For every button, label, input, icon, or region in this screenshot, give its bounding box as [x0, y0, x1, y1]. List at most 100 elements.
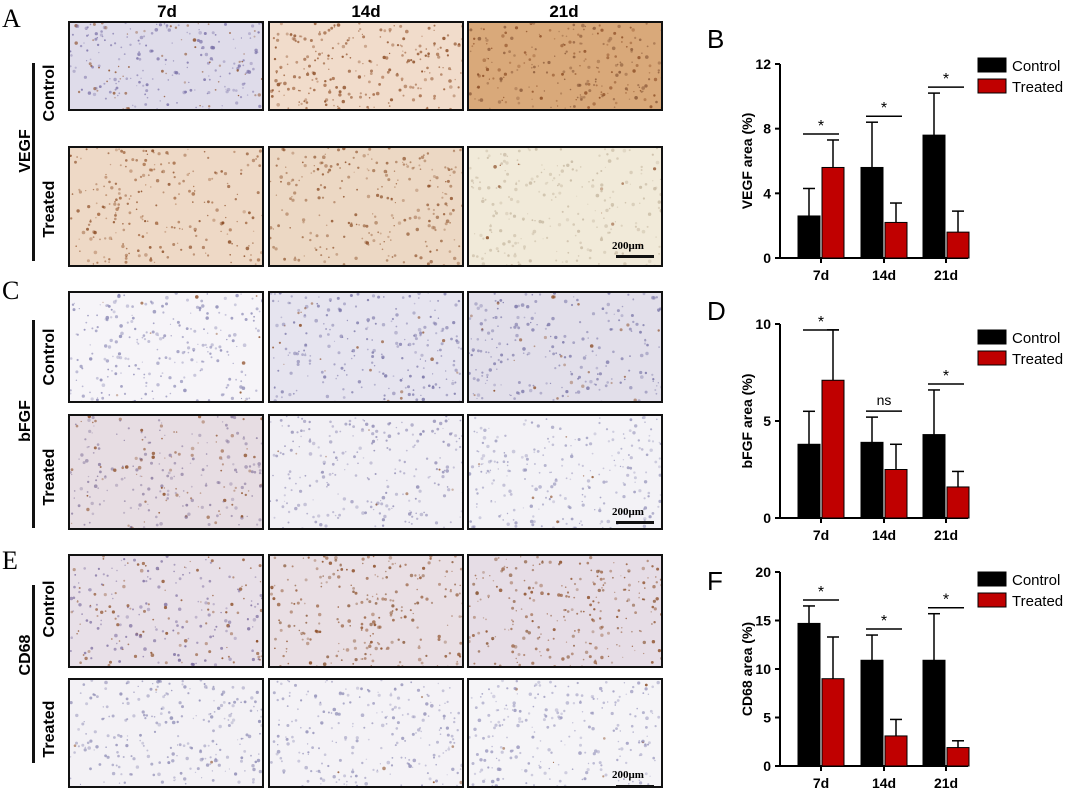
micrograph-panel: [268, 554, 464, 668]
y-tick-label: 15: [755, 613, 771, 629]
group-label-control: Control: [41, 328, 58, 386]
bar: [922, 434, 946, 519]
tissue-image: [70, 416, 262, 528]
tissue-image: [70, 680, 262, 785]
marker-bar-cd68: [32, 585, 35, 763]
micrograph-panel: [268, 21, 464, 111]
y-tick-label: 10: [755, 661, 771, 677]
column-header-21d: 21d: [549, 2, 579, 21]
micrograph-panel: [68, 678, 264, 788]
y-tick-label: 4: [763, 185, 771, 201]
tissue-image: [469, 556, 661, 666]
bar: [821, 379, 845, 519]
y-axis-label: CD68 area (%): [739, 622, 755, 716]
y-tick-label: 0: [763, 510, 771, 526]
y-tick-label: 20: [755, 564, 771, 580]
x-tick-label: 7d: [813, 775, 829, 791]
micrograph-panel: [68, 146, 264, 267]
bar: [797, 622, 821, 767]
scale-bar: [616, 255, 654, 258]
significance-label: *: [881, 613, 887, 630]
marker-bar-vegf: [32, 63, 35, 261]
legend-swatch: [977, 329, 1007, 345]
micrograph-panel: [467, 291, 663, 403]
bar: [860, 659, 884, 767]
group-label-treated: Treated: [41, 180, 58, 238]
tissue-image: [270, 148, 462, 265]
group-label-treated: Treated: [41, 448, 58, 506]
y-tick-label: 0: [763, 250, 771, 266]
micrograph-panel: [68, 414, 264, 530]
micrograph-panel: [268, 146, 464, 267]
y-axis-label: bFGF area (%): [739, 374, 755, 469]
x-tick-label: 7d: [813, 267, 829, 283]
column-header-7d: 7d: [157, 2, 177, 21]
bar: [797, 443, 821, 519]
x-tick-label: 21d: [934, 267, 958, 283]
tissue-image: [469, 680, 661, 786]
significance-label: *: [881, 100, 887, 117]
significance-label: ns: [877, 392, 892, 408]
legend-label: Treated: [1012, 593, 1063, 610]
tissue-image: [70, 148, 262, 265]
significance-label: *: [818, 118, 824, 135]
x-tick-label: 14d: [872, 267, 896, 283]
micrograph-panel: [68, 554, 264, 668]
y-tick-label: 5: [763, 710, 771, 726]
panel-letter: B: [707, 24, 724, 54]
significance-label: *: [818, 584, 824, 601]
micrograph-panel: [467, 678, 663, 788]
micrograph-panel: [68, 21, 264, 111]
y-axis-label: VEGF area (%): [739, 113, 755, 209]
marker-bar-bfgf: [32, 320, 35, 528]
panel-letter-c: C: [2, 276, 20, 305]
scale-bar-label: 200μm: [612, 506, 644, 518]
y-tick-label: 0: [763, 758, 771, 774]
x-tick-label: 7d: [813, 527, 829, 543]
scale-bar: [616, 785, 654, 788]
y-tick-label: 10: [755, 316, 771, 332]
significance-label: *: [943, 368, 949, 385]
micrograph-panel: [467, 414, 663, 530]
y-tick-label: 12: [755, 56, 771, 72]
micrograph-panel: [467, 146, 663, 267]
x-tick-label: 21d: [934, 775, 958, 791]
panel-letter-e: E: [2, 546, 18, 575]
tissue-image: [270, 293, 462, 401]
bar: [884, 735, 908, 767]
bar: [821, 166, 845, 259]
bar: [922, 134, 946, 259]
x-tick-label: 14d: [872, 775, 896, 791]
y-tick-label: 5: [763, 413, 771, 429]
legend-label: Control: [1012, 330, 1060, 347]
micrograph-panel: [467, 554, 663, 668]
micrograph-panel: [268, 414, 464, 530]
tissue-image: [270, 23, 462, 109]
bar: [860, 166, 884, 259]
tissue-image: [70, 293, 262, 401]
tissue-image: [270, 416, 462, 528]
legend-label: Control: [1012, 572, 1060, 589]
micrograph-panel: [268, 678, 464, 788]
legend-label: Treated: [1012, 79, 1063, 96]
bar: [884, 469, 908, 519]
micrograph-panel: [268, 291, 464, 403]
bar: [797, 215, 821, 259]
tissue-image: [70, 556, 262, 666]
tissue-image: [270, 680, 462, 786]
group-label-treated: Treated: [41, 700, 58, 758]
tissue-image: [469, 148, 661, 265]
panel-letter-a: A: [2, 4, 21, 33]
significance-label: *: [943, 71, 949, 88]
bar: [884, 221, 908, 259]
x-tick-label: 21d: [934, 527, 958, 543]
scale-bar-label: 200μm: [612, 240, 644, 252]
panel-letter: D: [707, 296, 726, 326]
bar: [922, 659, 946, 767]
bar: [946, 231, 970, 259]
panel-letter: F: [707, 566, 723, 596]
legend-swatch: [977, 592, 1007, 608]
tissue-image: [469, 293, 661, 401]
tissue-image: [70, 23, 262, 109]
micrograph-panel: [467, 21, 663, 111]
